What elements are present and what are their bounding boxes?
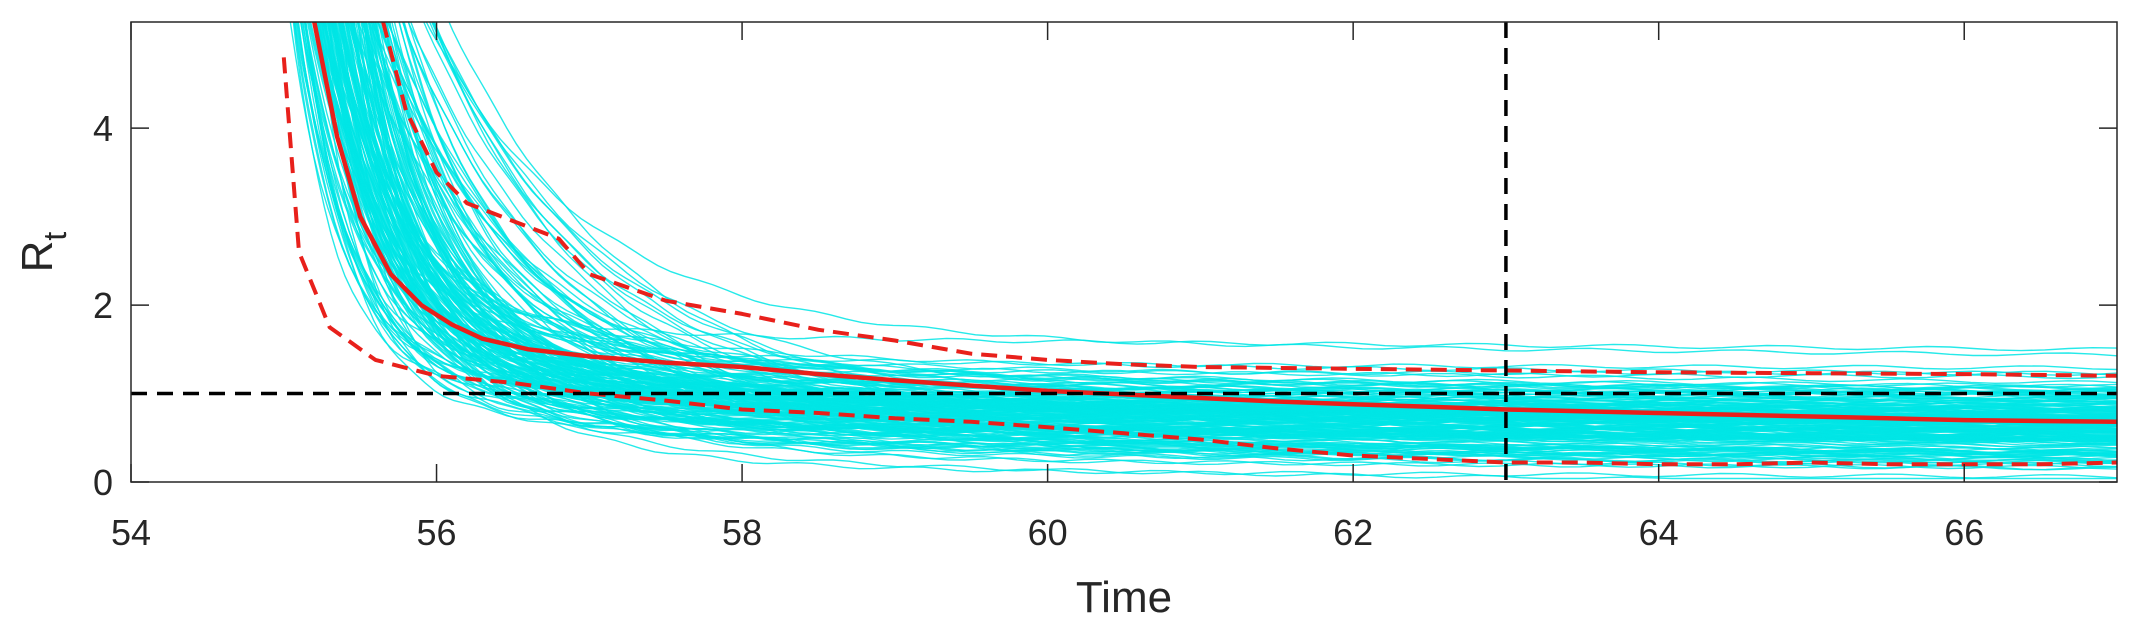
ensemble-trajectory (317, 22, 2117, 442)
x-tick-label: 54 (111, 512, 151, 553)
axis-ticks: 54 56 58 60 62 64 66 0 2 4 (93, 22, 2117, 553)
median-line (312, 22, 2117, 425)
ensemble-trajectory (330, 22, 2117, 389)
ensemble-trajectory (425, 22, 2117, 357)
x-axis-label: Time (1076, 573, 1172, 622)
ensemble-trajectory (448, 22, 2117, 434)
y-tick-label: 4 (93, 108, 113, 149)
ensemble-trajectory (317, 22, 2117, 424)
x-tick-label: 66 (1944, 512, 1984, 553)
ensemble-trajectory (366, 22, 2117, 395)
y-axis-label-main: R (13, 241, 62, 273)
x-tick-label: 56 (417, 512, 457, 553)
reference-lines (131, 22, 2117, 482)
ensemble-trajectory (306, 22, 2117, 446)
ensemble-trajectory (320, 22, 2117, 410)
ensemble-trajectory (365, 22, 2117, 430)
x-tick-label: 64 (1639, 512, 1679, 553)
ensemble-trajectory (318, 22, 2117, 417)
x-tick-label: 58 (722, 512, 762, 553)
plot-area-frame (130, 21, 2118, 483)
y-tick-label: 0 (93, 462, 113, 503)
upper-bound-line (381, 22, 2117, 378)
x-tick-label: 60 (1028, 512, 1068, 553)
ensemble-trajectory (349, 22, 2117, 463)
lower-bound-line (281, 57, 2117, 467)
ensemble-trajectory (369, 22, 2117, 412)
y-axis-label-subscript: t (37, 232, 73, 241)
ensemble-trajectory (317, 22, 2117, 407)
ensemble-trajectory (341, 22, 2117, 459)
ensemble-trajectory (336, 22, 2117, 435)
y-axis-label: Rt (13, 232, 73, 273)
ensemble-trajectory (327, 22, 2117, 465)
ensemble-trajectory (332, 22, 2117, 445)
y-tick-label: 2 (93, 285, 113, 326)
ensemble-trajectory (368, 22, 2117, 459)
ensemble-trajectory (347, 22, 2117, 409)
ensemble-trajectory (323, 22, 2117, 420)
x-tick-label: 62 (1333, 512, 1373, 553)
ensemble-trajectory (304, 22, 2117, 454)
summary-series (281, 22, 2117, 467)
ensemble-trajectory (293, 22, 2117, 437)
